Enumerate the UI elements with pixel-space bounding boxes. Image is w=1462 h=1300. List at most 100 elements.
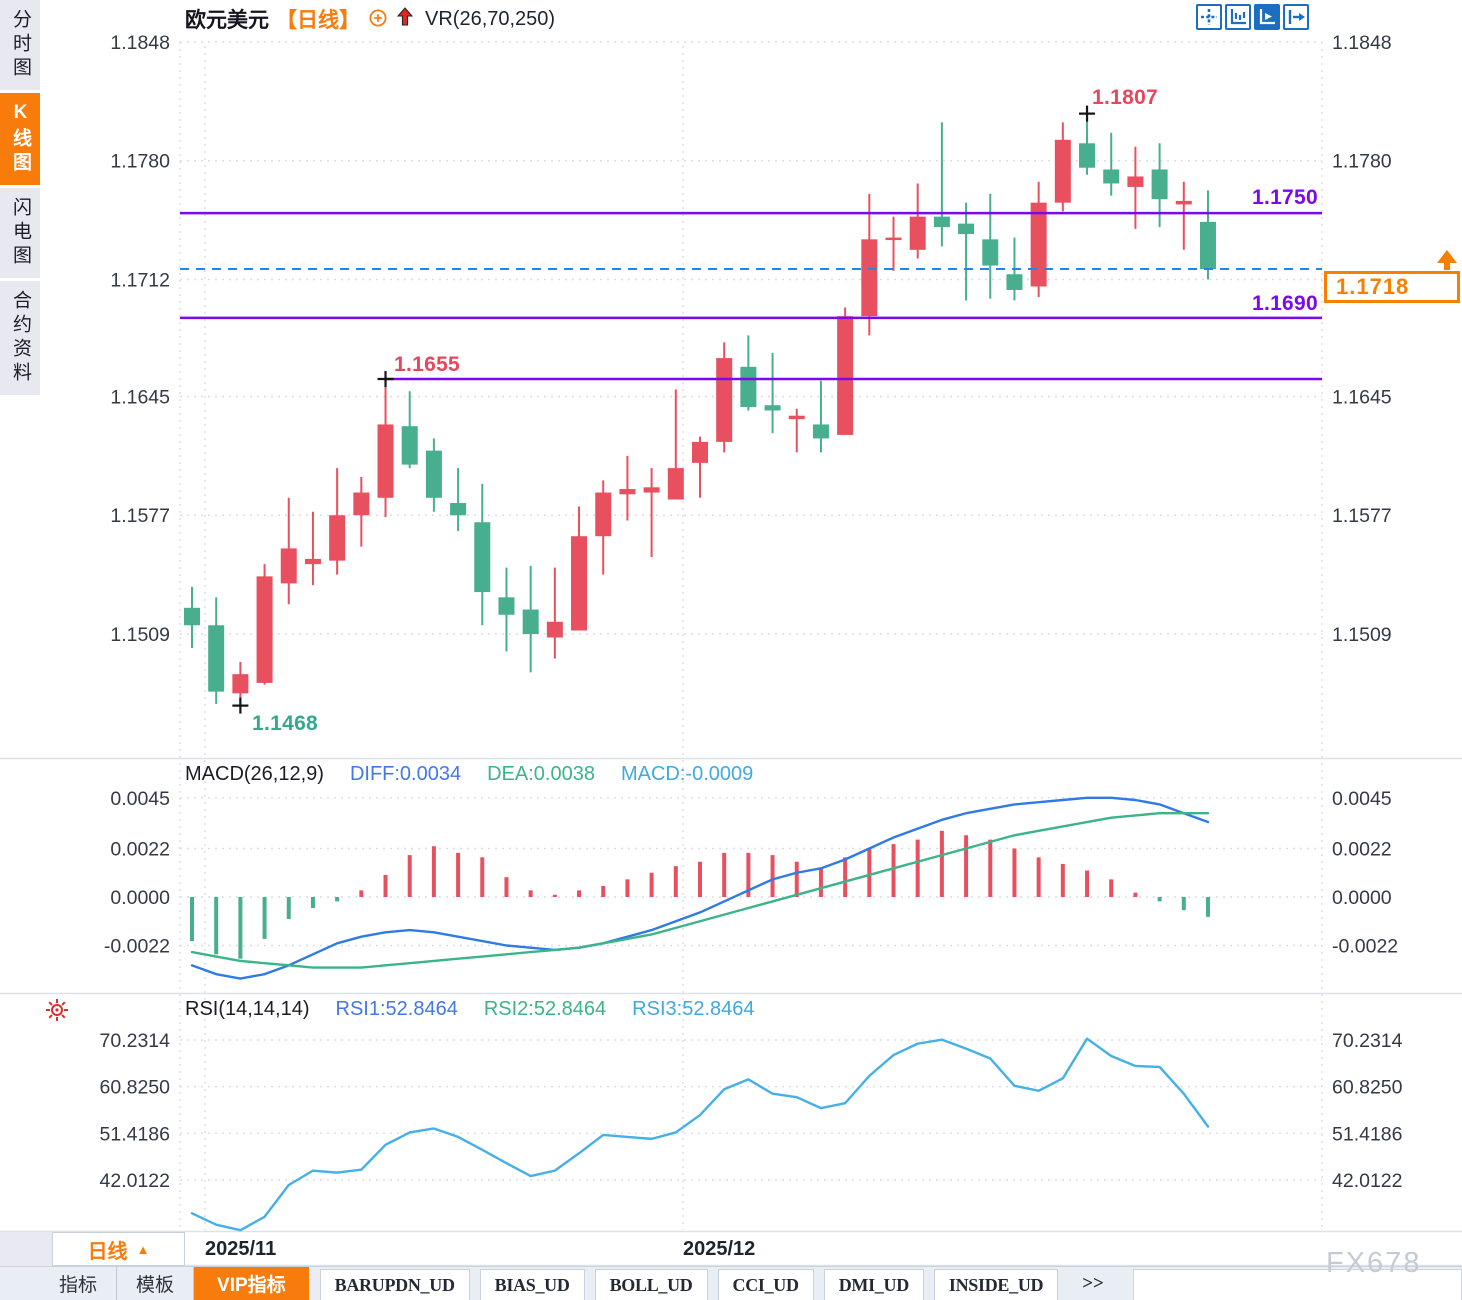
crosshair-icon[interactable] xyxy=(1196,4,1222,30)
x-axis-month-2: 2025/12 xyxy=(683,1238,756,1260)
sidebar-item-contract-info[interactable]: 合约资料 xyxy=(0,281,40,395)
macd-tick-right: -0.0022 xyxy=(1332,935,1398,957)
add-indicator-icon[interactable] xyxy=(367,6,389,33)
macd-tick-right: 0.0022 xyxy=(1332,839,1392,861)
rsi-tick-left: 42.0122 xyxy=(100,1170,171,1192)
candle-body xyxy=(1103,169,1120,184)
macd-macd-value: MACD:-0.0009 xyxy=(620,763,754,785)
candle-body xyxy=(595,492,612,537)
rsi3-value: RSI3:52.8464 xyxy=(632,998,755,1020)
rsi1-value: RSI1:52.8464 xyxy=(335,998,458,1020)
price-tick-right: 1.1780 xyxy=(1332,151,1392,173)
period-tag: 【日线】 xyxy=(276,9,360,32)
tab-vip-indicators[interactable]: VIP指标 xyxy=(194,1267,309,1300)
candle-body xyxy=(740,366,757,407)
candle-body xyxy=(1006,274,1023,290)
rsi-tick-right: 60.8250 xyxy=(1332,1077,1403,1099)
price-tick-left: 1.1780 xyxy=(110,151,170,173)
candle-body xyxy=(788,415,805,420)
candle-body xyxy=(667,468,684,500)
price-tick-right: 1.1577 xyxy=(1332,505,1392,527)
candle-body xyxy=(716,358,733,442)
candle-body xyxy=(522,609,539,634)
macd-tick-left: 0.0022 xyxy=(110,839,170,861)
price-up-arrow-icon xyxy=(1433,249,1461,278)
candle-body xyxy=(329,515,346,561)
tab-cci-ud[interactable]: CCI_UD xyxy=(717,1269,814,1300)
rsi-line xyxy=(190,1037,1210,1232)
rsi-tick-right: 42.0122 xyxy=(1332,1170,1403,1192)
tab-indicators[interactable]: 指标 xyxy=(40,1267,118,1300)
tab-inside-ud[interactable]: INSIDE_UD xyxy=(933,1269,1059,1300)
candle-body xyxy=(982,239,999,266)
price-tick-left: 1.1848 xyxy=(110,32,170,54)
resistance-label: 1.1750 xyxy=(1251,186,1318,209)
chevron-up-icon: ▲ xyxy=(136,1241,150,1257)
candle-body xyxy=(353,492,370,516)
price-tick-left: 1.1509 xyxy=(110,624,170,646)
candle-body xyxy=(280,548,297,584)
high-price-label: 1.1807 xyxy=(1092,86,1159,109)
macd-title: MACD(26,12,9) xyxy=(185,763,324,785)
candle-body xyxy=(1030,202,1047,287)
candle-body xyxy=(909,216,926,250)
candle-body xyxy=(401,426,418,465)
rsi-tick-left: 70.2314 xyxy=(100,1030,171,1052)
symbol-title: 欧元美元 xyxy=(185,9,269,32)
candle-body xyxy=(425,450,442,498)
macd-tick-left: 0.0045 xyxy=(110,788,170,810)
candle-body xyxy=(450,503,467,516)
price-tick-right: 1.1509 xyxy=(1332,624,1392,646)
tab-templates[interactable]: 模板 xyxy=(117,1267,195,1300)
pan-right-icon[interactable] xyxy=(1283,4,1309,30)
indicator-settings-icon[interactable] xyxy=(44,997,70,1028)
price-tick-left: 1.1577 xyxy=(110,505,170,527)
candle-body xyxy=(232,674,249,694)
rsi2-value: RSI2:52.8464 xyxy=(483,998,607,1020)
chart-title-bar: 欧元美元 【日线】 VR(26,70,250) xyxy=(185,5,555,33)
axis-range-icon[interactable] xyxy=(1225,4,1251,30)
sidebar-item-candles[interactable]: K线图 xyxy=(0,93,40,185)
tab-more[interactable]: >> xyxy=(1082,1272,1104,1294)
sidebar: 分时图 K线图 闪电图 合约资料 xyxy=(0,0,42,395)
candle-body xyxy=(498,597,515,615)
price-tick-left: 1.1712 xyxy=(110,269,170,291)
rsi-tick-left: 60.8250 xyxy=(100,1077,171,1099)
tab-strip-empty xyxy=(1132,1269,1462,1300)
rsi-tick-right: 51.4186 xyxy=(1332,1123,1403,1145)
candle-body xyxy=(837,316,854,435)
macd-tick-left: -0.0022 xyxy=(104,935,170,957)
auto-fit-icon[interactable] xyxy=(1254,4,1280,30)
candle-body xyxy=(546,621,563,638)
sidebar-item-timeline[interactable]: 分时图 xyxy=(0,0,40,90)
tab-dmi-ud[interactable]: DMI_UD xyxy=(823,1269,924,1300)
candle-body xyxy=(304,558,321,565)
price-tick-right: 1.1848 xyxy=(1332,32,1392,54)
tab-bias-ud[interactable]: BIAS_UD xyxy=(479,1269,585,1300)
candle-body xyxy=(184,607,200,626)
candle-body xyxy=(1054,139,1071,203)
macd-tick-right: 0.0000 xyxy=(1332,887,1392,909)
candle-body xyxy=(764,405,781,411)
rsi-tick-right: 70.2314 xyxy=(1332,1030,1403,1052)
price-tick-left: 1.1645 xyxy=(110,386,170,408)
candle-body xyxy=(691,441,708,463)
tab-barupdn-ud[interactable]: BARUPDN_UD xyxy=(319,1269,470,1300)
tab-boll-ud[interactable]: BOLL_UD xyxy=(594,1269,708,1300)
candle-body xyxy=(861,239,878,317)
candle-body xyxy=(812,424,829,439)
candle-body xyxy=(474,522,491,593)
sidebar-item-lightning[interactable]: 闪电图 xyxy=(0,188,40,278)
candle-body xyxy=(933,216,950,228)
candle-body xyxy=(1151,169,1168,200)
candle-body xyxy=(1127,176,1144,187)
swing-price-label: 1.1655 xyxy=(394,353,461,376)
macd-tick-left: 0.0000 xyxy=(110,887,170,909)
indicator-tab-bar: 指标 模板 VIP指标 BARUPDN_UD BIAS_UD BOLL_UD C… xyxy=(0,1266,1462,1300)
candle-body xyxy=(1175,200,1192,205)
support-label: 1.1690 xyxy=(1251,292,1318,315)
period-selector-button[interactable]: 日线 ▲ xyxy=(52,1232,185,1266)
price-tick-right: 1.1645 xyxy=(1332,386,1392,408)
